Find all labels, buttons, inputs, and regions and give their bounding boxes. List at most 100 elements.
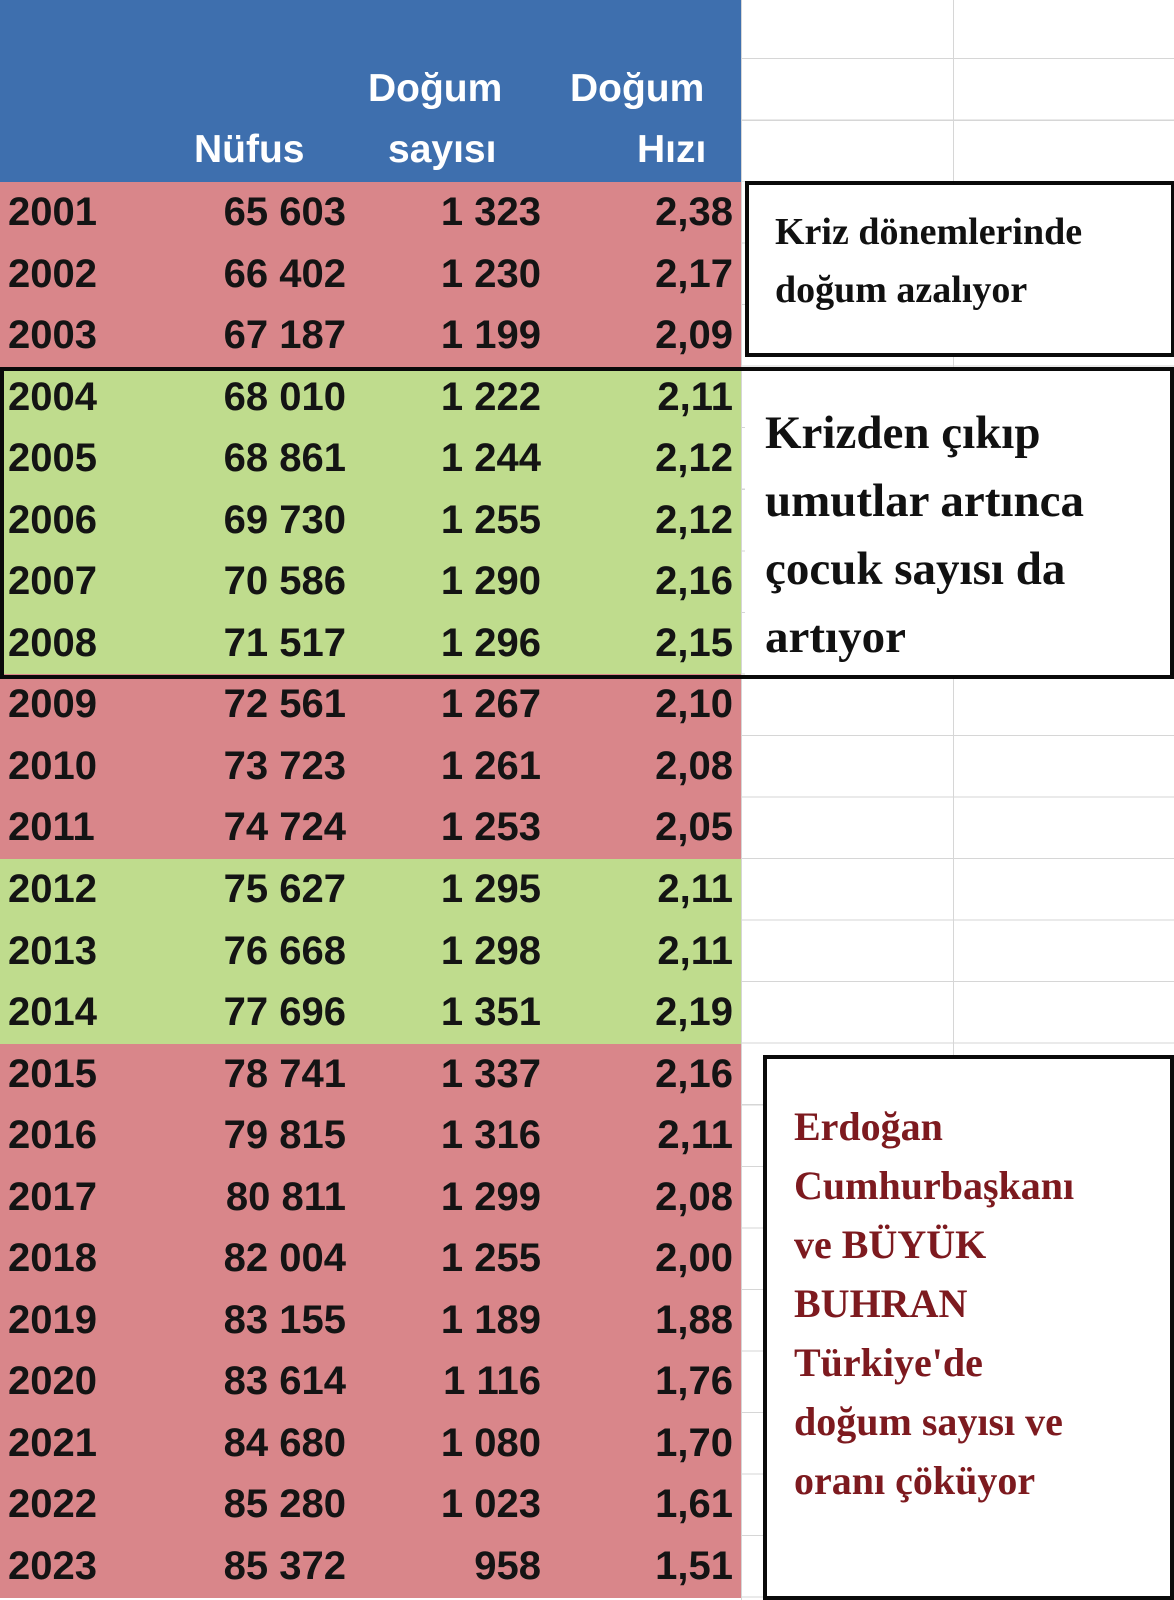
cell-population: 73 723 (223, 743, 346, 788)
note-line: oranı çöküyor (794, 1458, 1036, 1503)
note-collapse-box: Erdoğan Cumhurbaşkanı ve BÜYÜK BUHRAN Tü… (763, 1055, 1174, 1600)
cell-rate: 2,08 (655, 743, 733, 788)
table-row: 2017 80 811 1 299 2,08 (0, 1166, 741, 1229)
cell-population: 75 627 (223, 867, 346, 912)
cell-births: 1 298 (440, 928, 541, 973)
cell-year: 2012 (8, 867, 97, 912)
cell-population: 78 741 (223, 1051, 346, 1096)
cell-year: 2020 (8, 1359, 97, 1404)
cell-population: 82 004 (223, 1236, 346, 1281)
cell-population: 70 586 (223, 559, 346, 604)
note-collapse-text: Erdoğan Cumhurbaşkanı ve BÜYÜK BUHRAN Tü… (794, 1097, 1074, 1510)
cell-population: 65 603 (223, 190, 346, 234)
cell-rate: 2,38 (655, 190, 733, 234)
cell-year: 2007 (8, 559, 97, 604)
cell-births: 1 261 (440, 743, 541, 788)
table-row: 2023 85 372 958 1,51 (0, 1536, 741, 1598)
table-row: 2001 65 603 1 323 2,38 (0, 182, 741, 244)
cell-births: 1 267 (440, 682, 541, 727)
cell-population: 68 010 (223, 374, 346, 419)
cell-births: 1 199 (440, 313, 541, 358)
cell-year: 2018 (8, 1236, 97, 1281)
cell-rate: 2,16 (655, 559, 733, 604)
cell-rate: 2,00 (655, 1236, 733, 1281)
table-row: 2019 83 155 1 189 1,88 (0, 1289, 741, 1352)
header-births-line1: Doğum (368, 67, 503, 110)
table-row: 2016 79 815 1 316 2,11 (0, 1105, 741, 1167)
header-population: Nüfus (194, 128, 305, 171)
cell-year: 2009 (8, 682, 97, 727)
table-row: 2021 84 680 1 080 1,70 (0, 1412, 741, 1475)
table-row: 2014 77 696 1 351 2,19 (0, 982, 741, 1044)
table-row: 2012 75 627 1 295 2,11 (0, 859, 741, 921)
cell-population: 72 561 (223, 682, 346, 727)
table-row: 2020 83 614 1 116 1,76 (0, 1351, 741, 1413)
cell-rate: 2,11 (657, 867, 733, 912)
cell-population: 84 680 (223, 1420, 346, 1465)
cell-year: 2014 (8, 990, 97, 1035)
cell-year: 2016 (8, 1113, 97, 1158)
note-line: Cumhurbaşkanı (794, 1163, 1075, 1208)
cell-rate: 2,17 (655, 251, 733, 296)
grid-column-line (953, 0, 954, 1600)
cell-births: 1 323 (440, 190, 541, 234)
table-row: 2010 73 723 1 261 2,08 (0, 735, 741, 798)
table-row: 2004 68 010 1 222 2,11 (0, 366, 741, 429)
table-row: 2007 70 586 1 290 2,16 (0, 551, 741, 613)
cell-births: 1 316 (440, 1113, 541, 1158)
cell-population: 80 811 (225, 1174, 346, 1219)
cell-births: 1 351 (440, 990, 541, 1035)
cell-population: 66 402 (223, 251, 346, 296)
cell-year: 2005 (8, 436, 97, 481)
cell-year: 2013 (8, 928, 97, 973)
cell-population: 69 730 (223, 497, 346, 542)
table-body: 2001 65 603 1 323 2,38 2002 66 402 1 230 2,17 20… (0, 182, 741, 1598)
note-line: umutlar artınca (765, 475, 1084, 527)
cell-births: 1 255 (440, 497, 541, 542)
note-line: BUHRAN (794, 1281, 968, 1326)
cell-births: 1 253 (440, 805, 541, 850)
cell-year: 2023 (8, 1544, 97, 1589)
cell-rate: 1,76 (655, 1359, 733, 1404)
cell-births: 1 244 (440, 436, 541, 481)
cell-population: 79 815 (223, 1113, 346, 1158)
table-header: Nüfus Doğum sayısı Doğum Hızı (0, 0, 741, 182)
note-crisis-box: Kriz dönemlerinde doğum azalıyor (745, 181, 1174, 357)
cell-year: 2019 (8, 1297, 97, 1342)
cell-rate: 2,10 (655, 682, 733, 727)
cell-year: 2001 (8, 190, 97, 234)
note-line: ve BÜYÜK (794, 1222, 987, 1267)
cell-rate: 2,12 (655, 436, 733, 481)
table-row: 2018 82 004 1 255 2,00 (0, 1228, 741, 1290)
cell-population: 85 372 (223, 1544, 346, 1589)
cell-births: 1 296 (440, 620, 541, 665)
cell-rate: 2,05 (655, 805, 733, 850)
cell-rate: 2,11 (657, 1113, 733, 1158)
table-row: 2005 68 861 1 244 2,12 (0, 428, 741, 490)
cell-rate: 2,15 (655, 620, 733, 665)
cell-rate: 2,09 (655, 313, 733, 358)
table-row: 2008 71 517 1 296 2,15 (0, 612, 741, 675)
table-row: 2006 69 730 1 255 2,12 (0, 489, 741, 552)
note-line: doğum sayısı ve (794, 1399, 1063, 1444)
cell-births: 1 230 (440, 251, 541, 296)
cell-population: 71 517 (223, 620, 346, 665)
cell-year: 2017 (8, 1174, 97, 1219)
cell-rate: 1,51 (655, 1544, 733, 1589)
cell-population: 74 724 (223, 805, 346, 850)
cell-population: 68 861 (223, 436, 346, 481)
table-row: 2013 76 668 1 298 2,11 (0, 920, 741, 983)
cell-births: 1 290 (440, 559, 541, 604)
cell-year: 2008 (8, 620, 97, 665)
note-line: Krizden çıkıp (765, 407, 1041, 459)
cell-year: 2004 (8, 374, 97, 419)
cell-year: 2002 (8, 251, 97, 296)
cell-year: 2010 (8, 743, 97, 788)
header-births-line2: sayısı (388, 128, 497, 171)
note-recovery-text: Krizden çıkıp umutlar artınca çocuk sayı… (765, 399, 1084, 671)
note-line: artıyor (765, 611, 906, 663)
cell-population: 85 280 (223, 1482, 346, 1527)
table-row: 2009 72 561 1 267 2,10 (0, 674, 741, 736)
cell-rate: 1,70 (655, 1420, 733, 1465)
note-line: Kriz dönemlerinde (775, 211, 1083, 253)
